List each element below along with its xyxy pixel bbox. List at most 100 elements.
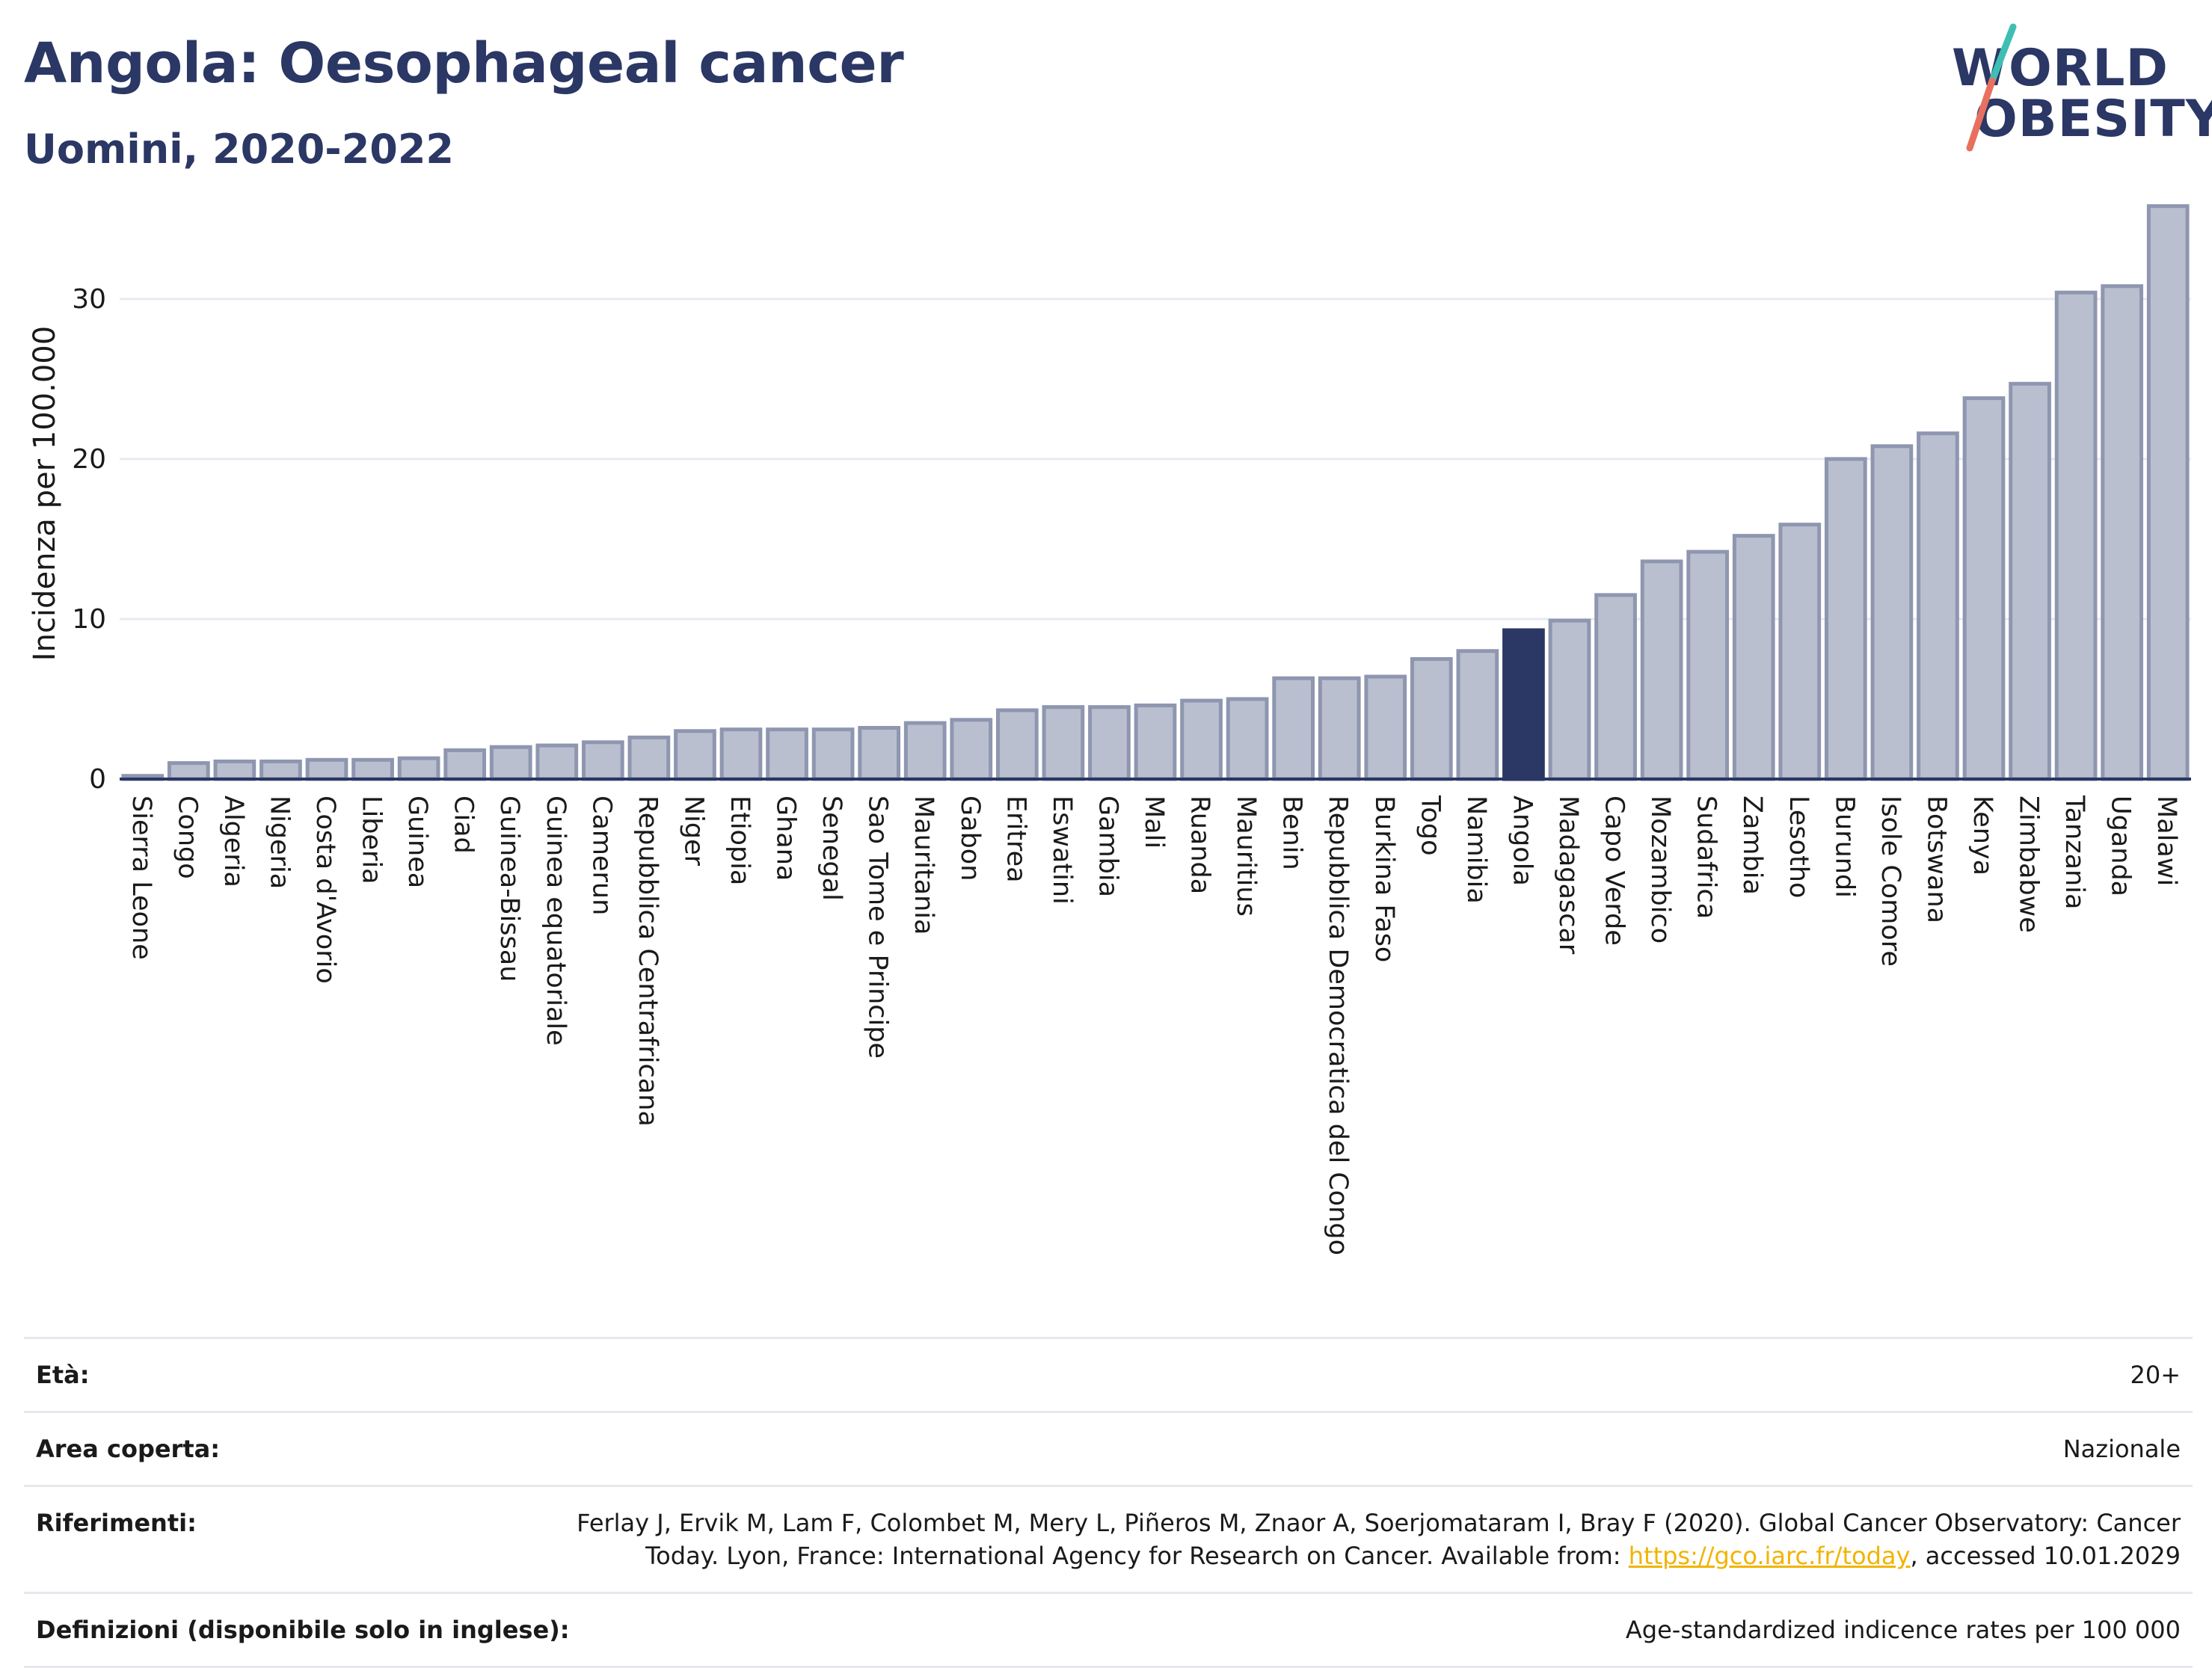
- x-tick-label: Eswatini: [1047, 795, 1077, 905]
- world-obesity-logo: WORLD OBESITY: [1952, 21, 2212, 163]
- x-tick-label: Eritrea: [1001, 795, 1030, 883]
- bar-repubblica-democratica-del-congo: [1318, 676, 1361, 781]
- bar-burundi: [1824, 457, 1867, 781]
- bar-camerun: [581, 740, 624, 781]
- x-tick-label: Mauritius: [1231, 795, 1261, 917]
- x-tick-label: Mauritania: [909, 795, 938, 935]
- bar-zambia: [1732, 534, 1775, 781]
- bar-madagascar: [1548, 618, 1591, 781]
- x-tick-label: Uganda: [2106, 795, 2136, 896]
- bar-niger: [674, 729, 716, 781]
- info-value-age: 20+: [2130, 1361, 2181, 1389]
- x-tick-label: Mali: [1139, 795, 1169, 849]
- x-tick-label: Capo Verde: [1600, 795, 1629, 946]
- info-row-definitions: Definizioni (disponibile solo in inglese…: [24, 1594, 2193, 1668]
- bar-benin: [1272, 676, 1315, 781]
- bar-chart: 0 10 20 30 Sierra Leone Congo Algeria Nigeria Co…: [72, 204, 2191, 1255]
- bar-kenya: [1962, 396, 2006, 781]
- y-tick-label: 10: [72, 604, 106, 635]
- bar-angola: [1502, 628, 1545, 781]
- x-tick-label: Zimbabwe: [2014, 795, 2044, 933]
- x-tick-label: Ruanda: [1185, 795, 1215, 894]
- reference-link[interactable]: https://gco.iarc.fr/today: [1628, 1542, 1911, 1570]
- bar-isole-comore: [1870, 444, 1914, 781]
- y-tick-label: 0: [89, 764, 106, 795]
- bar-etiopia: [719, 727, 763, 781]
- x-tick-label: Gambia: [1093, 795, 1122, 897]
- bar-liberia: [351, 757, 394, 781]
- bar-algeria: [213, 759, 256, 781]
- chart-subtitle: Uomini, 2020-2022: [24, 126, 454, 173]
- info-value-definitions: Age-standardized indicence rates per 100…: [1625, 1616, 2181, 1644]
- bar-gabon: [950, 718, 993, 781]
- x-tick-label: Congo: [172, 795, 202, 879]
- bar-malawi: [2146, 204, 2190, 781]
- bar-mali: [1134, 704, 1177, 781]
- bar-capo-verde: [1594, 593, 1637, 781]
- x-tick-label: Benin: [1277, 795, 1307, 870]
- x-tick-label: Kenya: [1967, 795, 1997, 875]
- info-row-area: Area coperta: Nazionale: [24, 1413, 2193, 1487]
- bar-togo: [1410, 656, 1453, 781]
- x-tick-label: Namibia: [1461, 795, 1491, 904]
- x-tick-label: Lesotho: [1784, 795, 1813, 898]
- x-tick-label: Sao Tome e Principe: [863, 795, 893, 1059]
- x-tick-label: Togo: [1415, 795, 1445, 855]
- x-tick-label: Botswana: [1921, 795, 1951, 923]
- bar-zimbabwe: [2009, 381, 2051, 781]
- bar-botswana: [1917, 431, 1959, 781]
- info-label-age: Età:: [36, 1361, 90, 1389]
- x-tick-label: Senegal: [817, 795, 847, 901]
- x-tick-label: Repubblica Centrafricana: [633, 795, 663, 1127]
- info-label-area: Area coperta:: [36, 1435, 221, 1463]
- bar-eritrea: [995, 708, 1039, 781]
- x-tick-label: Ghana: [771, 795, 801, 881]
- x-tick-label: Camerun: [586, 795, 616, 915]
- x-tick-label: Zambia: [1737, 795, 1767, 895]
- x-tick-label: Sierra Leone: [126, 795, 156, 960]
- info-value-references: Ferlay J, Ervik M, Lam F, Colombet M, Me…: [577, 1507, 2181, 1572]
- logo-line-2: OBESITY: [1974, 90, 2212, 149]
- x-tick-label: Burkina Faso: [1369, 795, 1399, 962]
- x-tick-label: Repubblica Democratica del Congo: [1323, 795, 1353, 1255]
- x-tick-label: Etiopia: [725, 795, 755, 885]
- info-row-references: Riferimenti: Ferlay J, Ervik M, Lam F, C…: [24, 1487, 2193, 1594]
- bar-mozambico: [1640, 559, 1683, 781]
- bar-sao-tome-e-principe: [858, 726, 901, 781]
- bar-guinea-bissau: [489, 745, 532, 781]
- x-tick-label: Isole Comore: [1875, 795, 1905, 967]
- y-tick-label: 30: [72, 284, 106, 315]
- bar-sudafrica: [1686, 550, 1730, 781]
- bar-burkina-faso: [1364, 674, 1407, 781]
- reference-line-2-pre: Today. Lyon, France: International Agenc…: [645, 1542, 1629, 1570]
- bar-eswatini: [1042, 705, 1085, 781]
- x-tick-label: Ciad: [449, 795, 479, 854]
- bar-costa-d-avorio: [305, 757, 348, 781]
- info-table: Età: 20+ Area coperta: Nazionale Riferim…: [24, 1337, 2193, 1668]
- x-tick-label: Algeria: [218, 795, 248, 887]
- x-tick-label: Angola: [1507, 795, 1537, 886]
- chart-title: Angola: Oesophageal cancer: [24, 31, 904, 96]
- bar-uganda: [2101, 284, 2144, 781]
- bar-ghana: [766, 727, 808, 781]
- x-tick-label: Burundi: [1829, 795, 1859, 898]
- bar-namibia: [1456, 649, 1499, 781]
- reference-line-2-post: , accessed 10.01.2029: [1910, 1542, 2181, 1570]
- x-tick-label: Liberia: [357, 795, 387, 884]
- bar-gambia: [1088, 705, 1131, 781]
- bar-senegal: [811, 727, 855, 781]
- info-row-age: Età: 20+: [24, 1339, 2193, 1413]
- reference-line-1: Ferlay J, Ervik M, Lam F, Colombet M, Me…: [577, 1509, 2181, 1537]
- x-tick-label: Guinea-Bissau: [494, 795, 524, 982]
- logo-slash-icon: [1966, 23, 2017, 152]
- y-tick-label: 20: [72, 444, 106, 475]
- bar-mauritania: [903, 721, 947, 781]
- bar-repubblica-centrafricana: [627, 735, 671, 781]
- info-value-area: Nazionale: [2062, 1435, 2181, 1463]
- bar-lesotho: [1778, 523, 1822, 781]
- bar-mauritius: [1226, 697, 1269, 781]
- x-tick-label: Niger: [678, 795, 708, 867]
- info-label-references: Riferimenti:: [36, 1509, 197, 1537]
- x-tick-label: Tanzania: [2059, 795, 2089, 909]
- x-tick-label: Gabon: [955, 795, 985, 881]
